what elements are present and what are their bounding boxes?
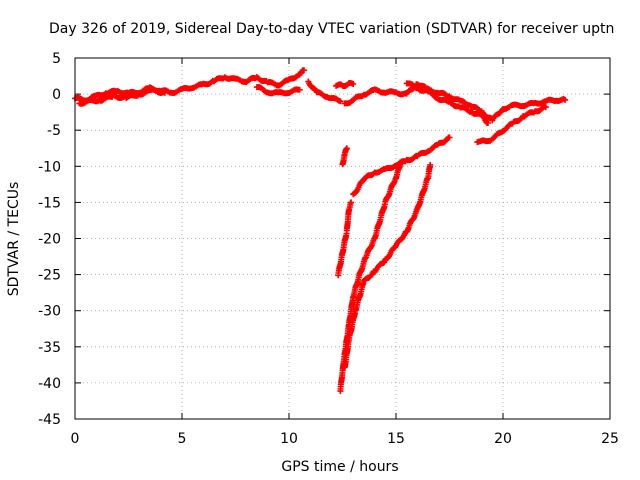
data-series (72, 67, 569, 395)
x-tick-label: 15 (387, 431, 405, 447)
series-markers (403, 80, 491, 126)
x-tick-label: 10 (280, 431, 298, 447)
series-markers (350, 134, 453, 198)
y-tick-label: 5 (52, 51, 61, 67)
series-sat-g (335, 199, 355, 279)
x-axis-label: GPS time / hours (281, 459, 398, 475)
series-markers (253, 84, 303, 97)
series-sat-j (350, 134, 453, 198)
series-markers (474, 103, 549, 146)
grid-lines (75, 58, 610, 419)
series-markers (339, 145, 350, 168)
y-tick-label: -40 (38, 376, 61, 392)
y-tick-label: -30 (38, 304, 61, 320)
y-tick-label: -45 (38, 412, 61, 428)
y-axis-label: SDTVAR / TECUs (6, 182, 22, 297)
y-tick-label: -5 (47, 123, 61, 139)
axis-ticks: 5 0 -5 -10 -15 -20 -25 -30 -35 -40 -45 0 5 10 15 20 25 (38, 51, 619, 447)
y-tick-label: -10 (38, 159, 61, 175)
series-markers (335, 199, 355, 279)
series-sat-c (253, 84, 303, 97)
series-markers (76, 86, 168, 107)
series-markers (341, 161, 434, 371)
series-sat-m (474, 103, 549, 146)
x-tick-label: 0 (71, 431, 80, 447)
series-sat-i (403, 80, 491, 126)
series-markers (341, 81, 569, 124)
series-sat-h (341, 81, 569, 124)
series-sat-f (339, 145, 350, 168)
x-tick-label: 20 (494, 431, 512, 447)
x-tick-label: 25 (601, 431, 619, 447)
y-tick-label: -35 (38, 340, 61, 356)
x-tick-label: 5 (178, 431, 187, 447)
series-sat-e (333, 79, 357, 89)
y-tick-label: -25 (38, 268, 61, 284)
y-tick-label: -20 (38, 232, 61, 248)
series-markers (305, 78, 344, 105)
chart-title: Day 326 of 2019, Sidereal Day-to-day VTE… (49, 21, 614, 37)
y-tick-label: -15 (38, 195, 61, 211)
series-sat-d (305, 78, 344, 105)
plot-frame (74, 57, 611, 420)
y-tick-label: 0 (52, 87, 61, 103)
series-sat-b (76, 86, 168, 107)
series-markers (333, 79, 357, 89)
series-sat-l (341, 161, 434, 371)
